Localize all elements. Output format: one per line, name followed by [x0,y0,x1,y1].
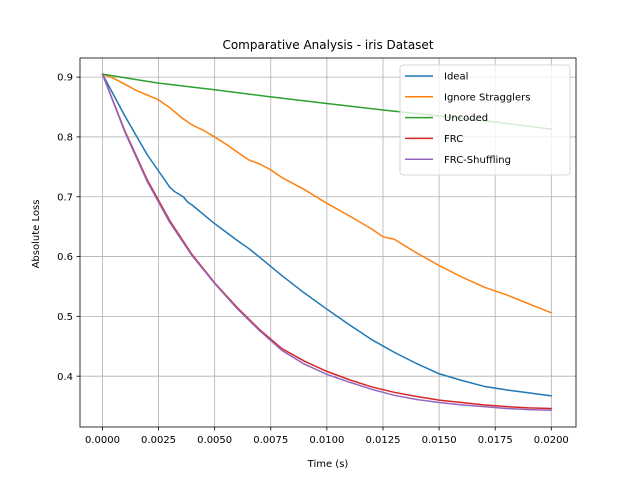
x-tick-label: 0.0100 [309,435,344,446]
x-tick-label: 0.0000 [85,435,120,446]
x-tick-label: 0.0125 [365,435,400,446]
y-tick-label: 0.8 [57,133,73,144]
legend-label-frc: FRC [444,134,463,145]
x-axis-label: Time (s) [307,459,349,470]
y-tick-label: 0.4 [57,372,73,383]
y-tick-label: 0.5 [57,312,73,323]
series-lines [101,73,553,411]
legend: Ideal Ignore Stragglers Uncoded FRC FRC-Shuf… [399,64,571,176]
y-axis-label: Absolute Loss [31,200,42,269]
series-line-ideal [101,73,553,397]
legend-label-uncoded: Uncoded [444,113,488,124]
plot-frame [79,57,577,428]
x-tick-label: 0.0025 [141,435,176,446]
legend-box [399,64,571,176]
x-tick-label: 0.0150 [422,435,457,446]
x-tick-label: 0.0175 [478,435,513,446]
y-tick-label: 0.9 [57,73,73,84]
series-line-ignore-stragglers [101,73,553,314]
axis-ticks: 0.0000 0.0025 0.0050 0.0075 0.0100 0.0125 0.01… [57,73,569,446]
x-tick-label: 0.0050 [197,435,232,446]
series-line-frc [101,73,553,410]
y-tick-label: 0.6 [57,252,73,263]
x-tick-label: 0.0200 [534,435,569,446]
legend-label-ideal: Ideal [444,72,468,83]
x-tick-label: 0.0075 [253,435,288,446]
legend-label-ignore-stragglers: Ignore Stragglers [444,92,530,103]
chart-title: Comparative Analysis - iris Dataset [222,38,433,52]
y-tick-label: 0.7 [57,192,73,203]
series-line-frc-shuffling [101,73,553,411]
legend-label-frc-shuffling: FRC-Shuffling [444,155,511,166]
